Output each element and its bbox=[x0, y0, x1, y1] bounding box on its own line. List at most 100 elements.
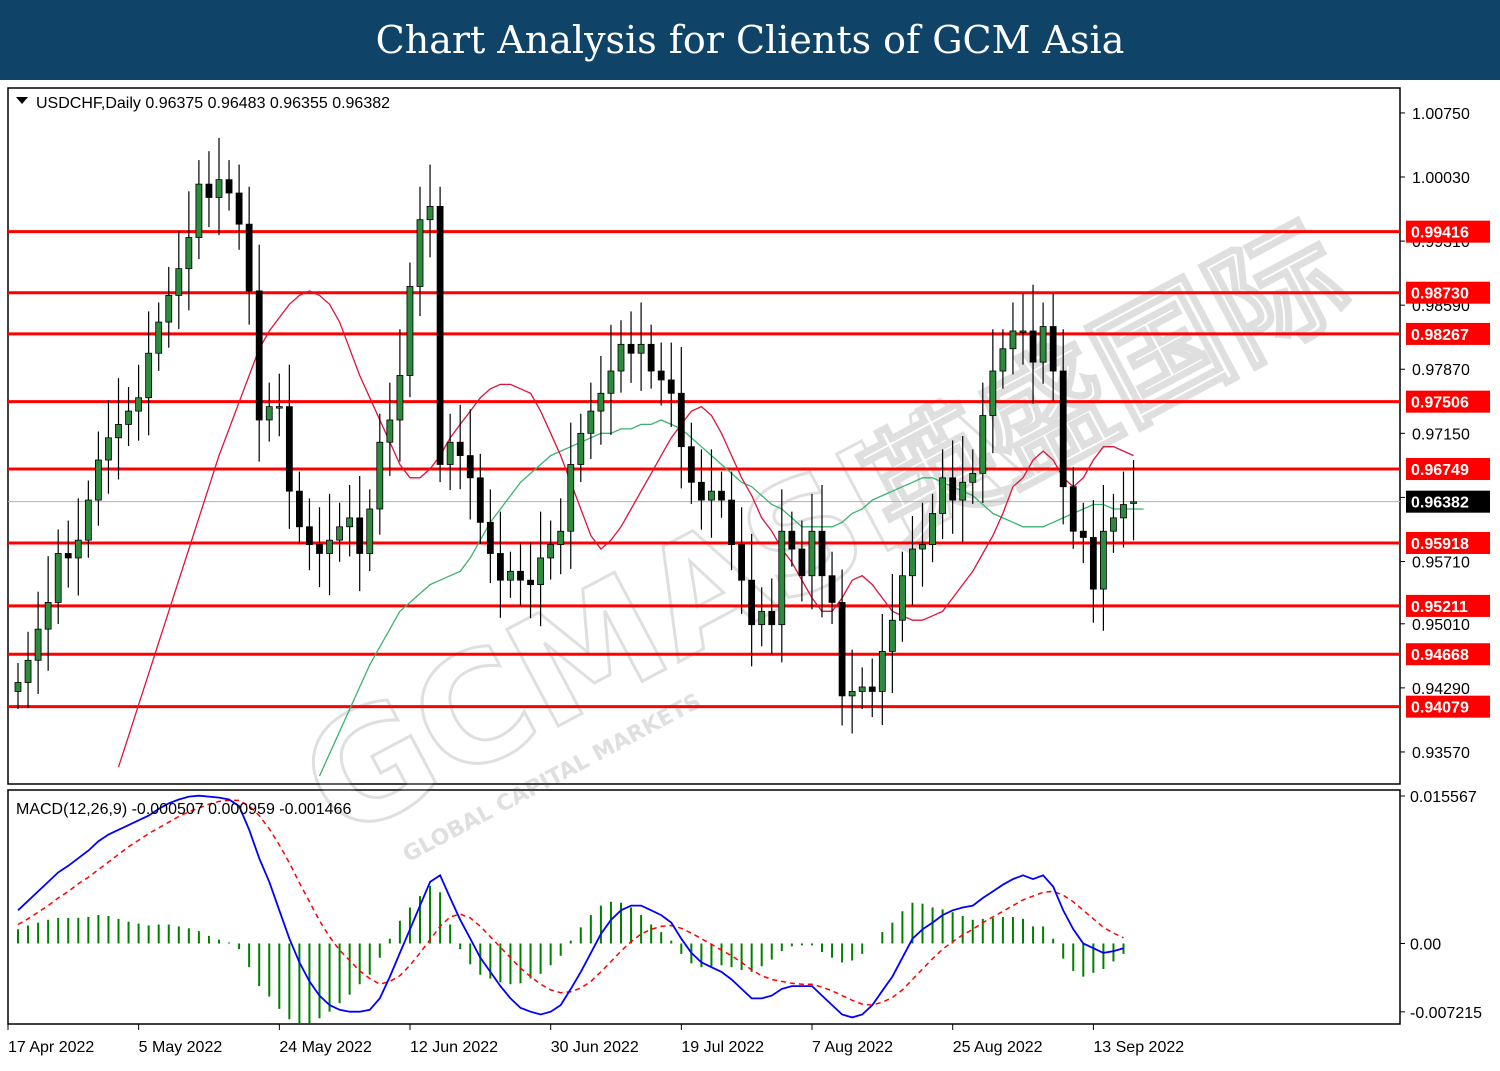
candle-bull bbox=[597, 392, 605, 412]
level-tag-2 bbox=[1406, 322, 1490, 345]
macd-panel-frame bbox=[7, 789, 1401, 1025]
candle-bull bbox=[1039, 326, 1047, 363]
price-tick-label: 0.95710 bbox=[1412, 554, 1470, 571]
candles bbox=[14, 137, 1137, 734]
candle-bull bbox=[1100, 530, 1107, 590]
price-tick-label: 1.00030 bbox=[1412, 170, 1470, 187]
candle-bear bbox=[235, 192, 243, 225]
candle-bull bbox=[577, 432, 585, 465]
candle-bull bbox=[336, 526, 344, 541]
candle-bull bbox=[326, 539, 333, 554]
candle-bear bbox=[255, 290, 263, 421]
level-tag-3 bbox=[1406, 390, 1490, 413]
candle-bull bbox=[708, 490, 715, 501]
level-tag-label-6: 0.95211 bbox=[1411, 599, 1468, 616]
candle-bear bbox=[768, 610, 776, 626]
candle-bull bbox=[1110, 517, 1117, 532]
candle-bull bbox=[34, 628, 42, 661]
candle-bull bbox=[969, 472, 977, 483]
candle-bull bbox=[1130, 501, 1137, 504]
candle-bull bbox=[617, 343, 625, 372]
candle-bear bbox=[486, 521, 494, 554]
candle-bear bbox=[788, 530, 796, 550]
candle-bear bbox=[436, 205, 444, 465]
candle-bull bbox=[115, 424, 122, 439]
candle-bull bbox=[105, 437, 112, 461]
candle-bear bbox=[225, 179, 233, 194]
candle-bull bbox=[1009, 330, 1017, 350]
candle-bull bbox=[54, 553, 62, 603]
candle-bull bbox=[265, 406, 273, 421]
candle-bear bbox=[205, 183, 213, 198]
candle-bear bbox=[738, 544, 745, 581]
current-price-tag bbox=[1406, 490, 1490, 513]
candle-bull bbox=[175, 268, 183, 296]
candle-bull bbox=[275, 406, 283, 409]
candle-bull bbox=[567, 464, 575, 532]
candle-bull bbox=[758, 610, 766, 626]
candle-bull bbox=[366, 508, 374, 554]
candle-bull bbox=[919, 544, 926, 550]
candle-bear bbox=[295, 490, 303, 528]
date-tick-label: 19 Jul 2022 bbox=[681, 1039, 764, 1056]
candle-bull bbox=[74, 539, 82, 559]
level-tag-label-8: 0.94079 bbox=[1411, 700, 1469, 717]
candle-bear bbox=[517, 570, 524, 581]
candle-bull bbox=[909, 548, 916, 577]
candle-bull bbox=[165, 294, 173, 323]
date-tick-label: 24 May 2022 bbox=[279, 1039, 372, 1056]
candle-bull bbox=[24, 659, 32, 683]
candle-bull bbox=[999, 348, 1007, 372]
candle-bull bbox=[125, 410, 132, 425]
candle-bear bbox=[718, 490, 725, 501]
candle-bull bbox=[778, 530, 786, 626]
candle-bear bbox=[496, 553, 504, 581]
candle-bear bbox=[828, 575, 836, 603]
candle-bull bbox=[44, 602, 52, 630]
price-tick-label: 0.94290 bbox=[1412, 681, 1470, 698]
candle-bull bbox=[396, 375, 404, 421]
macd-signal-line bbox=[17, 799, 1124, 1006]
candle-bull bbox=[95, 459, 102, 501]
candle-bull bbox=[939, 477, 946, 514]
level-tag-0 bbox=[1406, 220, 1490, 243]
date-tick-label: 13 Sep 2022 bbox=[1093, 1039, 1184, 1056]
candle-bull bbox=[1019, 330, 1027, 333]
candle-bull bbox=[406, 286, 414, 376]
date-tick-label: 17 Apr 2022 bbox=[8, 1039, 94, 1056]
ma-fast-line bbox=[117, 290, 1134, 768]
macd-header: MACD(12,26,9) -0.000507 0.000959 -0.0014… bbox=[16, 801, 351, 818]
candle-bull bbox=[84, 499, 92, 541]
candle-bull bbox=[979, 415, 987, 474]
candle-bull bbox=[1120, 504, 1127, 519]
candle-bear bbox=[728, 499, 735, 545]
candle-bull bbox=[808, 530, 816, 577]
candle-bear bbox=[64, 553, 72, 559]
date-tick-label: 5 May 2022 bbox=[139, 1039, 223, 1056]
candle-bull bbox=[185, 237, 193, 270]
level-tag-label-7: 0.94668 bbox=[1411, 647, 1469, 664]
level-tag-6 bbox=[1406, 594, 1490, 617]
level-tag-7 bbox=[1406, 643, 1490, 666]
candle-bull bbox=[587, 410, 595, 434]
banner-title: Chart Analysis for Clients of GCM Asia bbox=[375, 18, 1125, 62]
candle-bull bbox=[135, 397, 143, 412]
level-tag-1 bbox=[1406, 281, 1490, 304]
candle-bull bbox=[878, 650, 886, 692]
level-tag-label-2: 0.98267 bbox=[1411, 327, 1469, 344]
candle-bear bbox=[1049, 326, 1057, 372]
candle-bear bbox=[1029, 330, 1037, 363]
candle-bear bbox=[868, 686, 876, 692]
candle-bear bbox=[1089, 537, 1097, 590]
macd-tick-label: 0.015567 bbox=[1410, 789, 1477, 806]
macd-tick-label: -0.007215 bbox=[1410, 1005, 1482, 1022]
candle-bear bbox=[476, 477, 484, 523]
candle-bull bbox=[416, 219, 424, 287]
date-tick-label: 25 Aug 2022 bbox=[953, 1039, 1043, 1056]
candle-bull bbox=[557, 530, 565, 545]
candle-bull bbox=[929, 513, 936, 545]
macd-tick-label: 0.00 bbox=[1410, 936, 1441, 953]
dropdown-triangle-icon bbox=[16, 97, 28, 104]
candle-bull bbox=[14, 682, 22, 692]
